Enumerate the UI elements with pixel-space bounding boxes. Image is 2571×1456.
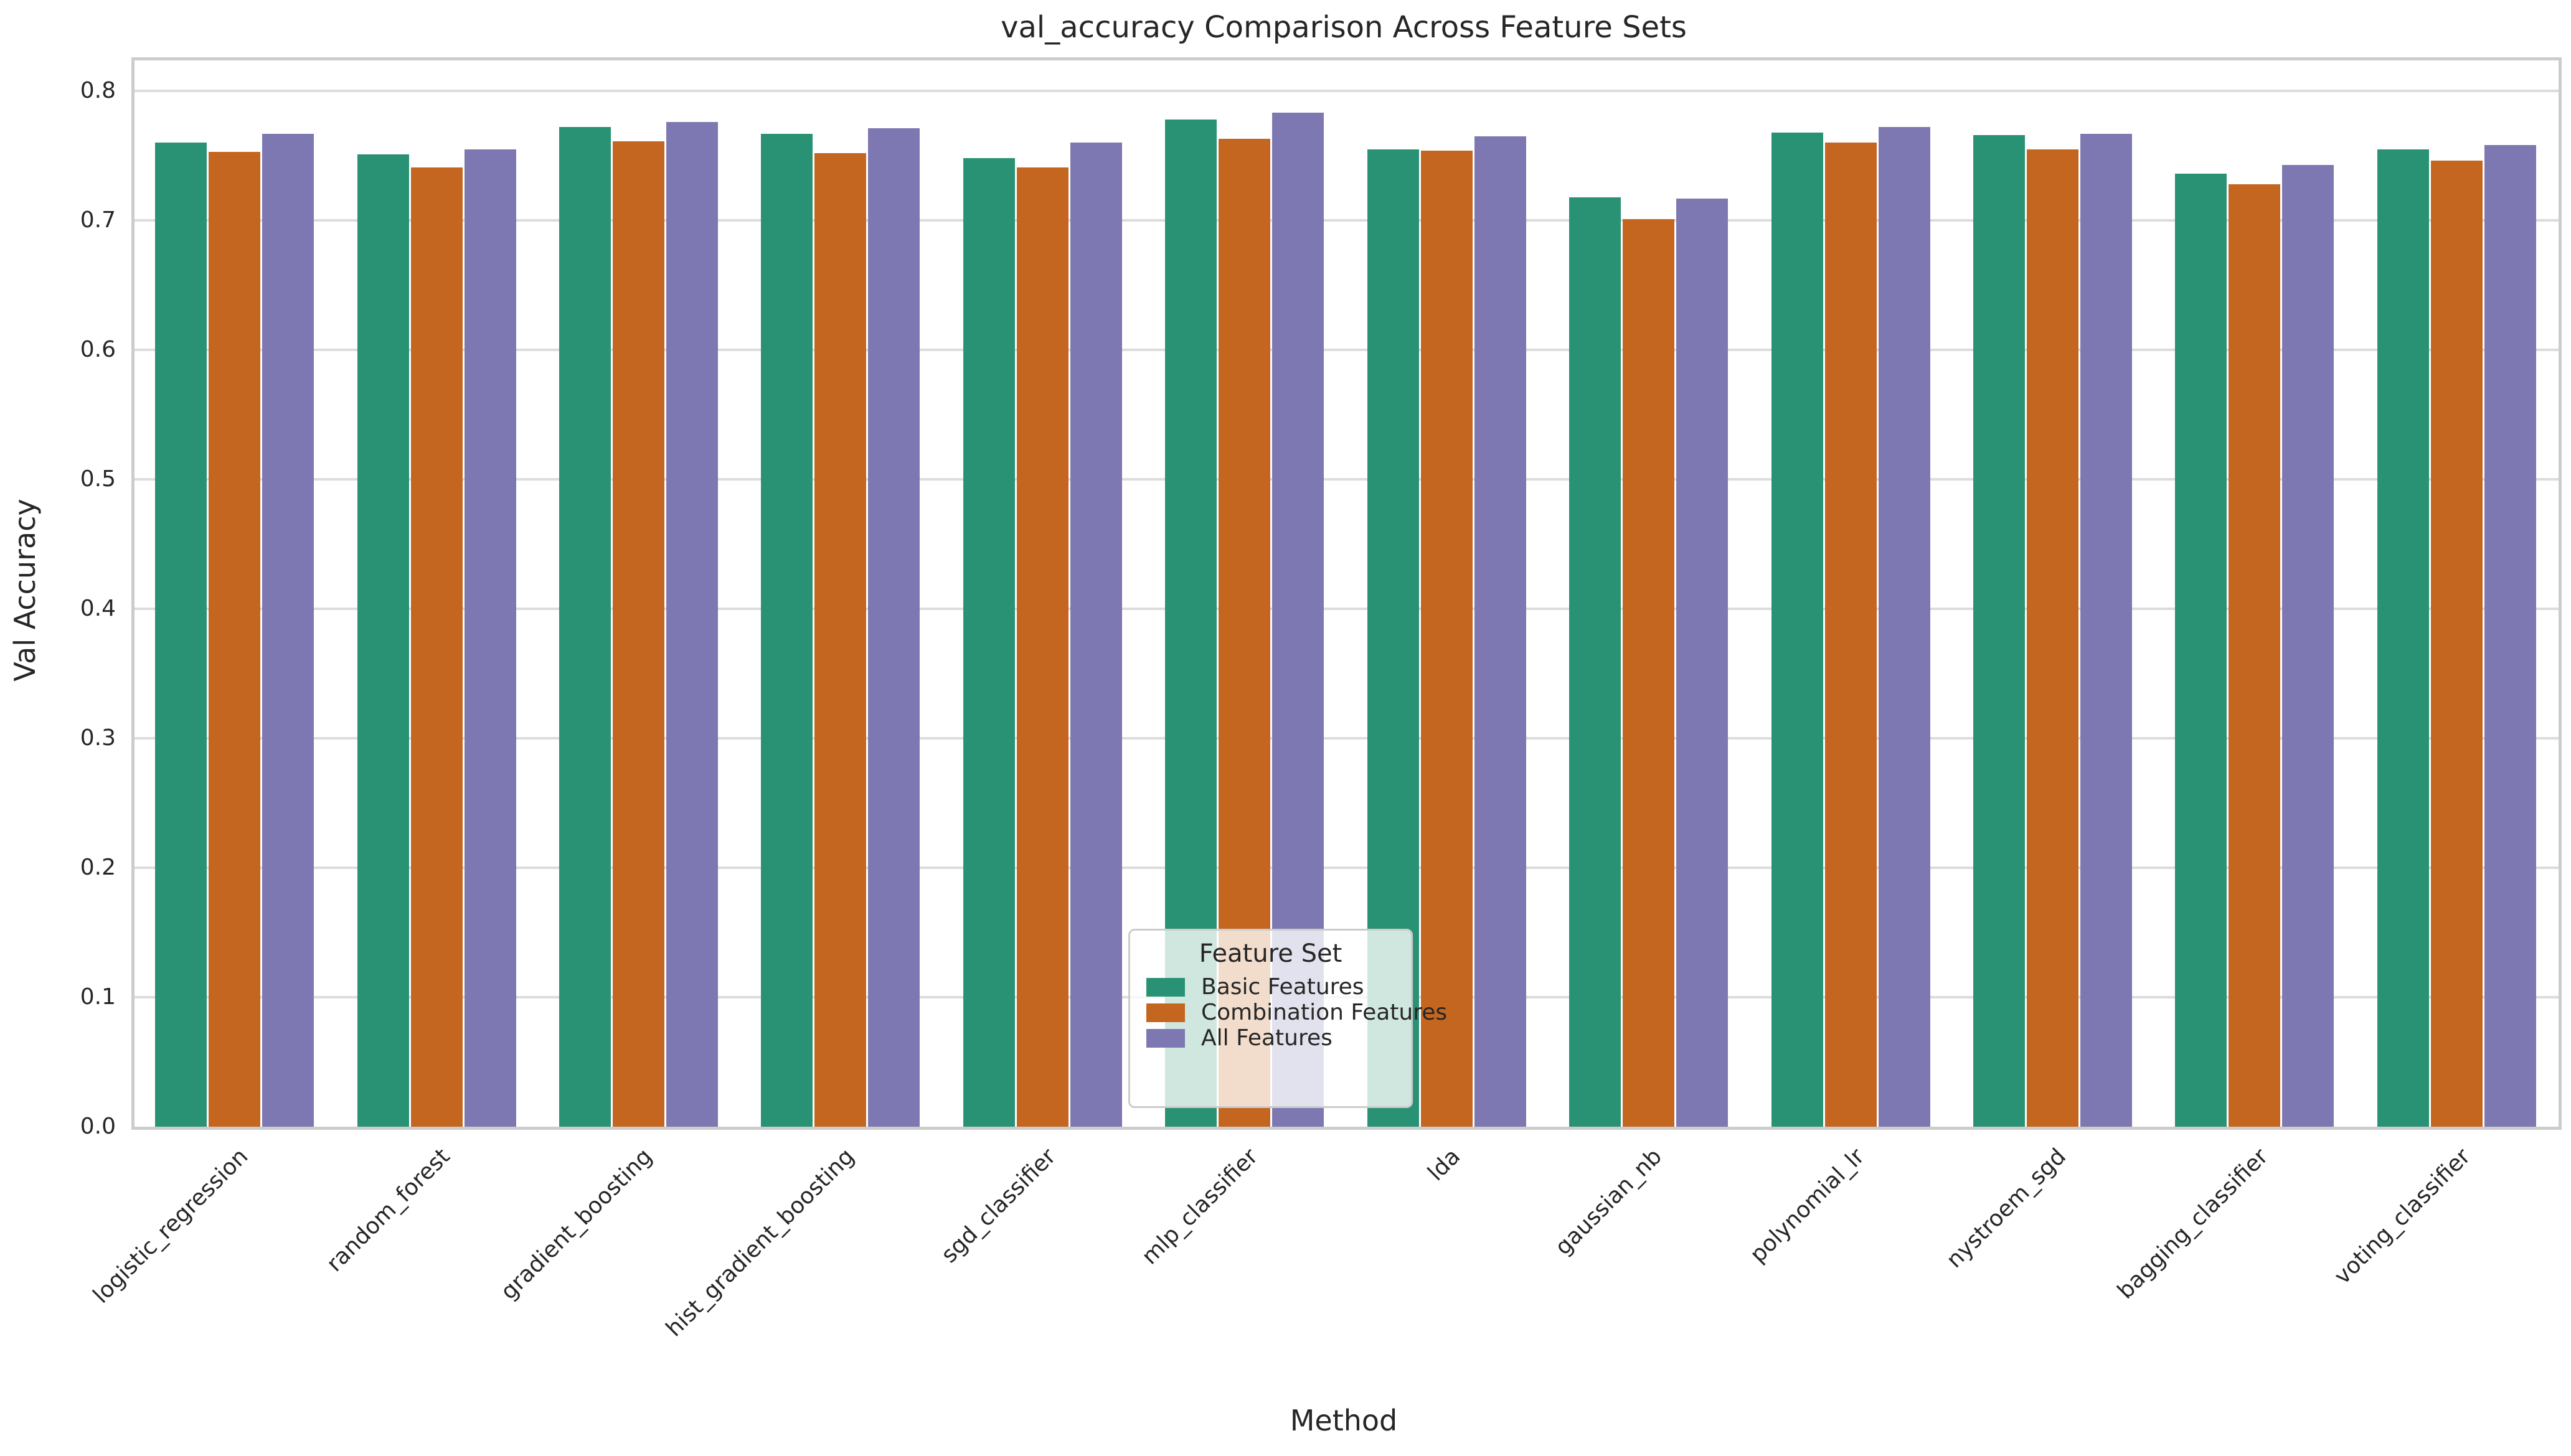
x-tick-label-logistic_regression: logistic_regression [88, 1144, 253, 1308]
y-tick-label-0.8: 0.8 [80, 78, 116, 104]
bar-gaussian_nb-basic-features [1569, 197, 1621, 1127]
bar-lda-all-features [1474, 136, 1526, 1127]
y-tick-label-0.0: 0.0 [80, 1114, 116, 1139]
legend-swatch-icon [1146, 977, 1185, 997]
bar-sgd_classifier-all-features [1070, 143, 1122, 1127]
x-tick-label-hist_gradient_boosting: hist_gradient_boosting [661, 1144, 859, 1342]
bar-voting_classifier-combination-features [2430, 161, 2483, 1127]
gridline-0.6 [134, 349, 2559, 352]
x-tick-label-lda: lda [1423, 1144, 1465, 1186]
y-tick-label-0.2: 0.2 [80, 855, 116, 881]
x-tick-label-bagging_classifier: bagging_classifier [2113, 1144, 2273, 1304]
x-axis-label: Method [1290, 1404, 1398, 1437]
gridline-0.2 [134, 867, 2559, 870]
chart-title: val_accuracy Comparison Across Feature S… [1001, 10, 1687, 45]
legend: Feature Set Basic Features Combination Fe… [1128, 929, 1447, 1108]
bar-logistic_regression-combination-features [209, 151, 261, 1127]
bar-gradient_boosting-combination-features [613, 141, 665, 1127]
bar-nystroem_sgd-combination-features [2026, 149, 2078, 1127]
bar-nystroem_sgd-basic-features [1973, 134, 2025, 1127]
y-tick-label-0.7: 0.7 [80, 207, 116, 233]
legend-swatch-icon [1146, 1028, 1185, 1048]
bar-logistic_regression-basic-features [155, 143, 207, 1127]
x-tick-label-sgd_classifier: sgd_classifier [936, 1144, 1062, 1269]
gridline-0.8 [134, 90, 2559, 93]
bar-hist_gradient_boosting-all-features [868, 128, 920, 1127]
plot-area: 0.0 0.1 0.2 0.3 0.4 0.5 0.6 0.7 0.8 logistic_reg… [80, 57, 2562, 1341]
gridline-0.7 [134, 219, 2559, 222]
bar-random_forest-basic-features [357, 154, 409, 1127]
bar-sgd_classifier-basic-features [963, 158, 1015, 1127]
legend-swatch-icon [1146, 1003, 1185, 1022]
y-tick-label-0.1: 0.1 [80, 984, 116, 1010]
y-axis-label: Val Accuracy [8, 499, 42, 682]
legend-label: Basic Features [1201, 974, 1364, 1000]
gridline-0.5 [134, 478, 2559, 481]
bar-hist_gradient_boosting-combination-features [814, 153, 867, 1127]
bar-sgd_classifier-combination-features [1016, 167, 1068, 1127]
legend-item-combination-features: Combination Features [1146, 1000, 1447, 1025]
bar-bagging_classifier-all-features [2282, 164, 2334, 1127]
legend-label: Combination Features [1201, 1000, 1448, 1025]
legend-label: All Features [1201, 1025, 1333, 1051]
y-tick-label-0.4: 0.4 [80, 596, 116, 622]
legend-item-all-features: All Features [1146, 1025, 1395, 1051]
bar-gaussian_nb-combination-features [1623, 219, 1675, 1127]
bar-gradient_boosting-all-features [666, 122, 719, 1127]
x-tick-label-gaussian_nb: gaussian_nb [1550, 1144, 1668, 1261]
legend-title: Feature Set [1199, 939, 1342, 968]
gridline-0.3 [134, 737, 2559, 740]
bar-polynomial_lr-combination-features [1824, 143, 1877, 1127]
bar-gaussian_nb-all-features [1676, 198, 1729, 1127]
x-tick-label-voting_classifier: voting_classifier [2329, 1144, 2476, 1290]
gridline-0.4 [134, 608, 2559, 611]
x-tick-label-polynomial_lr: polynomial_lr [1745, 1144, 1869, 1268]
bar-random_forest-combination-features [410, 167, 463, 1127]
x-tick-label-nystroem_sgd: nystroem_sgd [1941, 1144, 2072, 1273]
bar-hist_gradient_boosting-basic-features [761, 133, 813, 1127]
bar-voting_classifier-basic-features [2377, 149, 2429, 1127]
bar-random_forest-all-features [464, 149, 516, 1127]
bar-polynomial_lr-basic-features [1771, 132, 1823, 1127]
bar-gradient_boosting-basic-features [559, 127, 611, 1127]
bar-voting_classifier-all-features [2484, 145, 2536, 1127]
bar-polynomial_lr-all-features [1878, 127, 1930, 1127]
x-tick-label-mlp_classifier: mlp_classifier [1137, 1144, 1263, 1270]
y-tick-label-0.5: 0.5 [80, 466, 116, 492]
bar-lda-combination-features [1420, 150, 1473, 1127]
bar-bagging_classifier-combination-features [2229, 184, 2281, 1127]
y-tick-label-0.6: 0.6 [80, 337, 116, 363]
bar-bagging_classifier-basic-features [2175, 174, 2227, 1127]
y-tick-label-0.3: 0.3 [80, 725, 116, 751]
legend-item-basic-features: Basic Features [1146, 974, 1395, 1000]
x-tick-label-random_forest: random_forest [322, 1144, 455, 1277]
x-tick-label-gradient_boosting: gradient_boosting [496, 1144, 658, 1305]
bar-nystroem_sgd-all-features [2080, 133, 2132, 1127]
legend-items: Basic Features Combination Features All Fe… [1146, 974, 1447, 1051]
bar-logistic_regression-all-features [262, 133, 314, 1127]
